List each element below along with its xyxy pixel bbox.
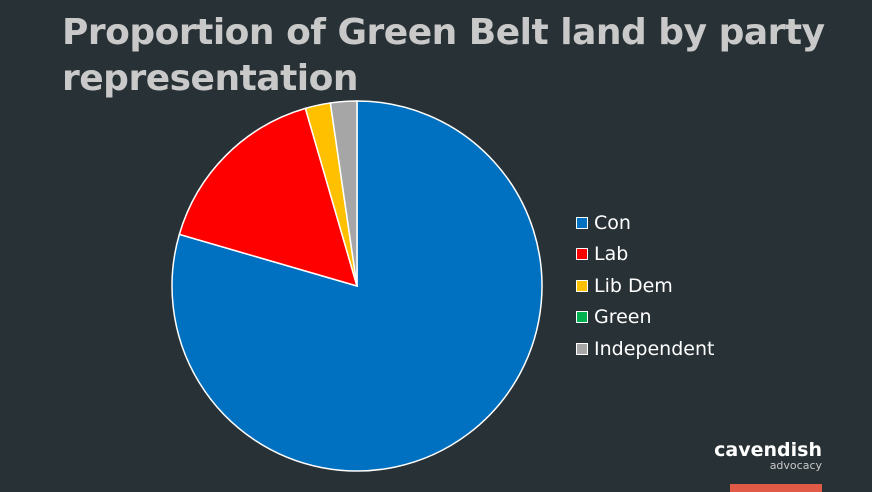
legend-swatch: [576, 311, 588, 324]
legend-label: Green: [594, 306, 652, 329]
legend-label: Lib Dem: [594, 274, 673, 297]
legend-swatch: [576, 248, 588, 261]
brand-name: cavendish: [714, 439, 822, 461]
legend-item-con: Con: [576, 207, 714, 239]
legend-item-independent: Independent: [576, 333, 714, 365]
legend-label: Lab: [594, 243, 629, 266]
brand-logo: cavendish advocacy: [714, 440, 822, 472]
legend-swatch: [576, 216, 588, 229]
legend-swatch: [576, 279, 588, 292]
legend-item-lab: Lab: [576, 239, 714, 271]
chart-title: Proportion of Green Belt land by party r…: [62, 12, 825, 99]
legend-swatch: [576, 342, 588, 355]
legend-label: Con: [594, 211, 631, 234]
legend-item-green: Green: [576, 302, 714, 334]
brand-sub: advocacy: [769, 459, 822, 472]
pie-slice-lab: [178, 107, 359, 288]
legend-label: Independent: [594, 337, 715, 360]
brand-accent-bar: [730, 484, 822, 492]
legend: Con Lab Lib Dem Green Independent: [576, 207, 714, 365]
legend-item-lib-dem: Lib Dem: [576, 270, 714, 302]
pie-slice-independent: [329, 100, 358, 287]
